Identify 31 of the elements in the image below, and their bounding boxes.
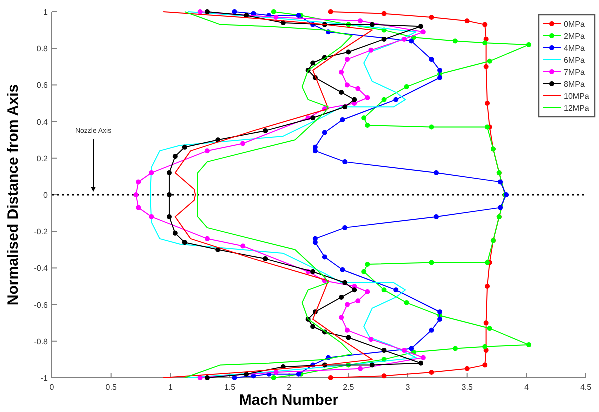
- x-tick-label: 4.5: [580, 383, 592, 392]
- y-tick-label: 0: [44, 191, 49, 200]
- y-tick-label: -1: [40, 374, 49, 383]
- y-tick-label: -0.4: [34, 264, 49, 274]
- y-tick-label: -0.6: [34, 300, 49, 310]
- legend-label: 4MPa: [564, 44, 586, 53]
- y-tick-label: -0.2: [34, 228, 49, 237]
- x-tick-label: 1.5: [224, 383, 236, 392]
- y-tick-label: 0.8: [36, 44, 49, 54]
- x-tick-label: 0: [50, 383, 55, 392]
- legend-label: 10MPa: [564, 92, 590, 101]
- y-axis-title: Normalised Distance from Axis: [5, 84, 22, 306]
- y-tick-label: -0.8: [34, 337, 49, 346]
- x-tick-label: 2.5: [343, 383, 355, 392]
- x-tick-label: 3: [406, 383, 411, 392]
- legend-label: 12MPa: [564, 104, 590, 113]
- x-axis-title: Mach Number: [239, 392, 339, 409]
- y-tick-label: 0.2: [36, 154, 49, 164]
- legend-label: 6MPa: [564, 56, 586, 65]
- x-tick-label: 2: [287, 383, 292, 392]
- legend-label: 8MPa: [564, 80, 586, 89]
- y-tick-label: 0.4: [36, 118, 49, 127]
- x-tick-label: 1: [168, 383, 174, 392]
- y-tick-label: 0.6: [36, 81, 49, 90]
- x-tick-label: 4: [524, 383, 530, 392]
- legend-label: 2MPa: [564, 32, 586, 41]
- y-tick-label: 1: [44, 8, 49, 17]
- x-tick-label: 3.5: [462, 383, 474, 392]
- x-tick-label: 0.5: [106, 383, 118, 392]
- legend-label: 7MPa: [564, 68, 586, 77]
- legend-label: 0MPa: [564, 20, 586, 29]
